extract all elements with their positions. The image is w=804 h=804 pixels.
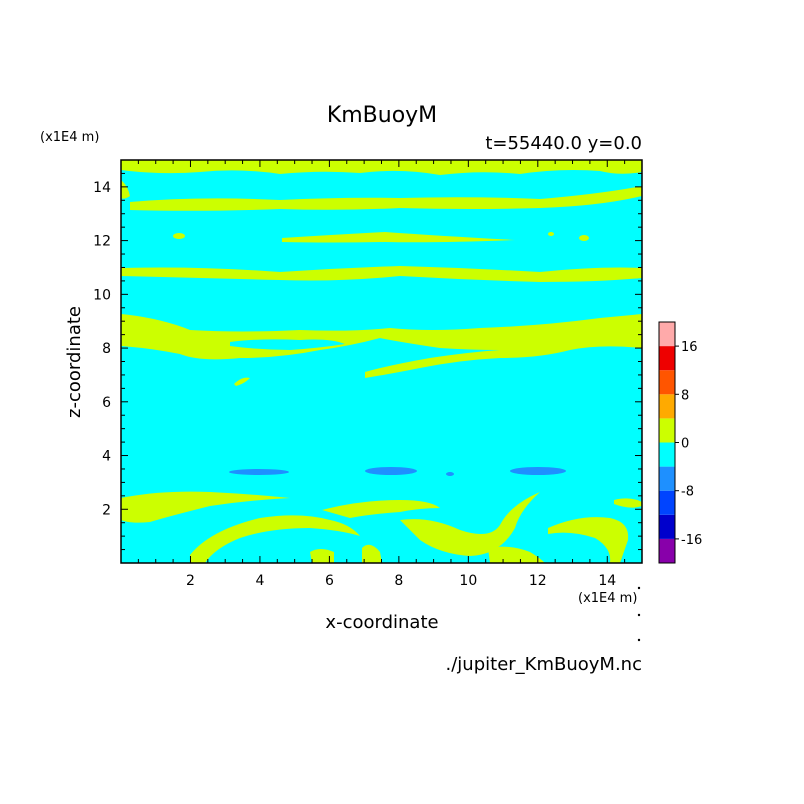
x-tick-label: 6 (325, 573, 334, 589)
colorbar-segment (659, 370, 675, 395)
contour-neg-d (446, 472, 454, 476)
y-tick-label: 6 (102, 395, 111, 411)
contour-low-mid-2 (488, 546, 545, 563)
contour-neg-b (365, 467, 417, 475)
contour-band-10 (121, 266, 642, 282)
y-unit-label: (x1E4 m) (40, 130, 99, 145)
colorbar-segment (659, 466, 675, 491)
contour-spot-12b (579, 235, 589, 241)
contour-fills (121, 160, 642, 563)
colorbar-segment (659, 394, 675, 419)
contour-band-8-hole (230, 339, 345, 350)
dot-2 (637, 613, 641, 617)
contour-low-left (121, 491, 290, 523)
colorbar-tick-label: -8 (681, 485, 694, 500)
colorbar-tick-label: 16 (681, 340, 698, 355)
dot-3 (637, 638, 641, 642)
y-axis-title: z-coordinate (64, 306, 85, 418)
y-tick-label: 4 (102, 449, 111, 465)
decorative-dots (637, 586, 641, 642)
colorbar-segment (659, 490, 675, 515)
contour-top-edge (121, 160, 642, 175)
contour-band-8 (121, 314, 642, 378)
colorbar-tick-label: -16 (681, 533, 702, 548)
filename-label: ./jupiter_KmBuoyM.nc (446, 654, 642, 675)
x-tick-label: 2 (186, 573, 195, 589)
contour-band-13 (130, 186, 642, 211)
y-tick-label: 12 (93, 234, 111, 250)
chart-title: KmBuoyM (327, 103, 437, 128)
contour-low-mid (362, 544, 382, 563)
contour-neg-a (229, 469, 289, 475)
x-tick-label: 4 (255, 573, 264, 589)
y-tick-label: 10 (93, 287, 111, 303)
plot-area: 2 4 6 8 10 12 14 2 4 6 8 10 12 14 (93, 159, 643, 589)
chart-subtitle: t=55440.0 y=0.0 (485, 133, 642, 154)
contour-low-arc-4 (548, 517, 629, 563)
x-axis-title: x-coordinate (325, 612, 438, 633)
x-tick-label: 8 (394, 573, 403, 589)
contour-spot-12a (173, 233, 185, 239)
x-axis-ticks: 2 4 6 8 10 12 14 (137, 160, 626, 589)
contour-low-arc-3 (400, 492, 540, 556)
contour-spot-7 (234, 377, 250, 386)
colorbar-segment (659, 538, 675, 563)
contour-top-left (121, 180, 130, 199)
x-tick-label: 12 (529, 573, 547, 589)
x-unit-label: (x1E4 m) (578, 591, 637, 606)
y-tick-label: 8 (102, 341, 111, 357)
colorbar-segment (659, 346, 675, 371)
contour-spot-12c (548, 232, 554, 236)
contour-neg-c (510, 467, 566, 475)
y-tick-label: 2 (102, 502, 111, 518)
colorbar-tick-label: 8 (681, 388, 689, 403)
contour-low-right (614, 498, 642, 508)
dot-1 (637, 586, 641, 590)
colorbar-tick-label: 0 (681, 437, 689, 452)
contour-low-arc-1 (190, 515, 360, 563)
colorbar-segment (659, 442, 675, 467)
colorbar: 16 8 0 -8 -16 (658, 321, 702, 564)
contour-band-12 (282, 232, 515, 243)
colorbar-segment (659, 322, 675, 347)
colorbar-segment (659, 514, 675, 539)
contour-low-blob (310, 549, 334, 563)
y-axis-ticks: 2 4 6 8 10 12 14 (93, 172, 642, 551)
x-tick-label: 10 (459, 573, 477, 589)
colorbar-segment (659, 418, 675, 443)
contour-low-arc-2 (322, 500, 440, 518)
x-tick-label: 14 (598, 573, 616, 589)
y-tick-label: 14 (93, 180, 111, 196)
